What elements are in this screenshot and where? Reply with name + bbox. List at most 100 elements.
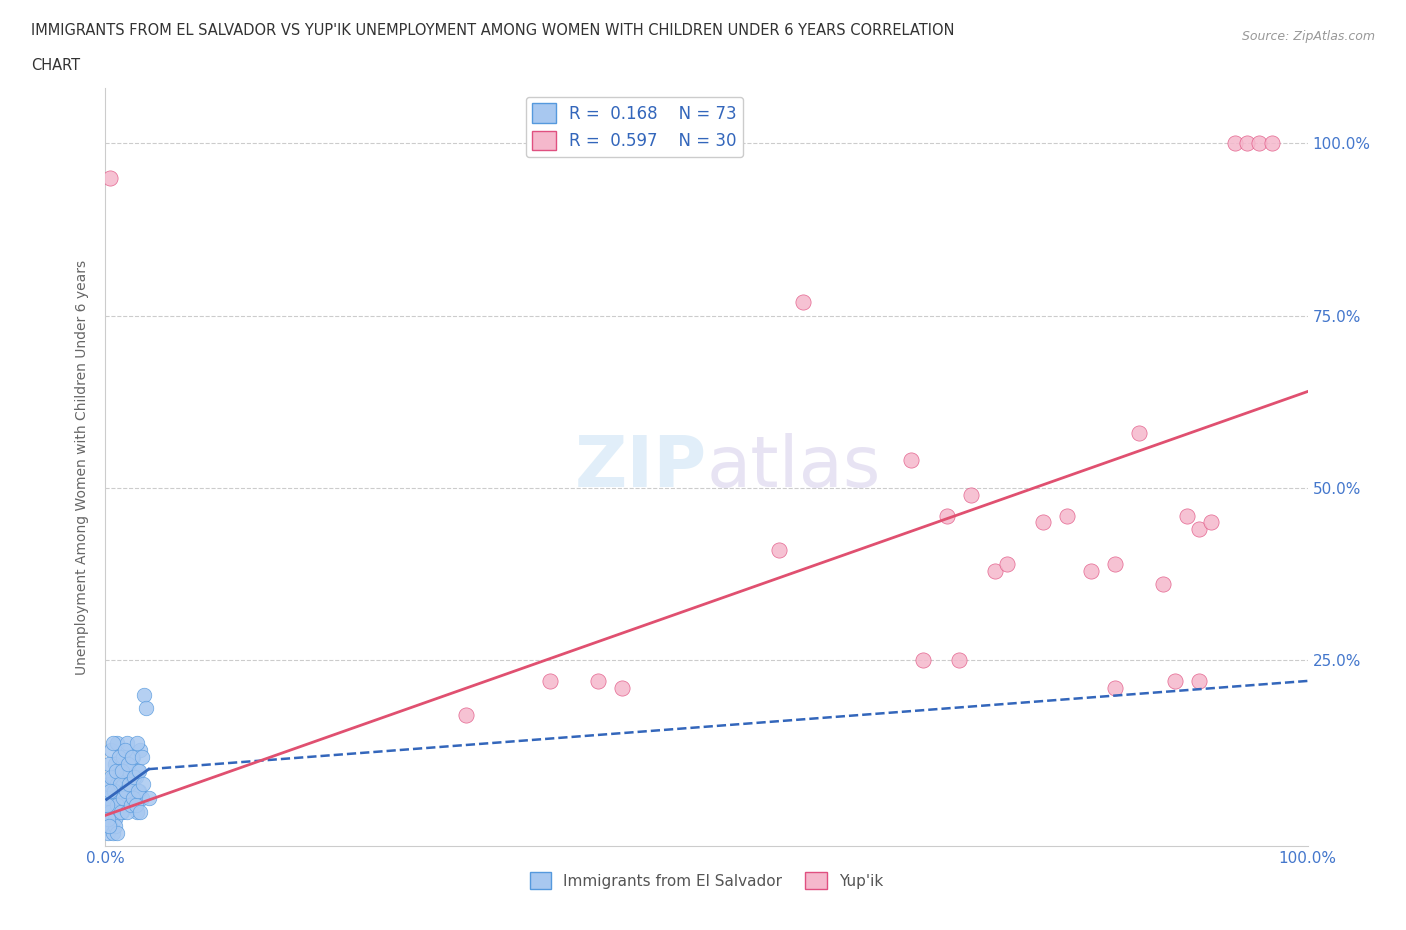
Point (105, 763, 128, 777)
Point (1164, 673, 1187, 688)
Point (1104, 681, 1126, 696)
Point (1236, 136, 1258, 151)
Point (103, 784, 125, 799)
Point (984, 564, 1007, 578)
Point (104, 818, 127, 833)
Point (118, 763, 141, 777)
Point (120, 798, 142, 813)
Point (125, 736, 148, 751)
Point (121, 750, 143, 764)
Point (110, 784, 132, 799)
Point (792, 295, 814, 310)
Point (98, 818, 121, 833)
Point (103, 790, 125, 805)
Point (129, 742, 152, 757)
Point (107, 798, 129, 813)
Point (121, 777, 143, 791)
Point (995, 556, 1018, 571)
Point (612, 681, 634, 696)
Point (98, 777, 121, 791)
Point (108, 777, 131, 791)
Point (115, 770, 138, 785)
Point (97, 811, 120, 826)
Point (911, 653, 934, 668)
Point (960, 487, 983, 502)
Point (1080, 564, 1102, 578)
Point (768, 542, 790, 557)
Point (1175, 508, 1198, 523)
Text: atlas: atlas (707, 432, 882, 502)
Point (1152, 577, 1174, 591)
Point (100, 742, 122, 757)
Point (101, 736, 124, 751)
Point (588, 673, 610, 688)
Point (120, 798, 142, 813)
Legend: Immigrants from El Salvador, Yup'ik: Immigrants from El Salvador, Yup'ik (523, 866, 890, 896)
Point (125, 804, 148, 819)
Point (104, 811, 127, 826)
Point (101, 825, 124, 840)
Point (117, 756, 139, 771)
Point (114, 742, 136, 757)
Point (98, 756, 121, 771)
Point (114, 798, 136, 813)
Point (127, 784, 149, 799)
Point (107, 825, 129, 840)
Point (112, 750, 135, 764)
Point (128, 763, 150, 777)
Point (98, 804, 121, 819)
Point (138, 790, 160, 805)
Point (107, 790, 129, 805)
Point (98, 784, 121, 799)
Y-axis label: Unemployment Among Women with Children Under 6 years: Unemployment Among Women with Children U… (76, 259, 90, 675)
Point (107, 736, 129, 751)
Text: IMMIGRANTS FROM EL SALVADOR VS YUP'IK UNEMPLOYMENT AMONG WOMEN WITH CHILDREN UND: IMMIGRANTS FROM EL SALVADOR VS YUP'IK UN… (31, 23, 955, 38)
Point (129, 804, 152, 819)
Text: Source: ZipAtlas.com: Source: ZipAtlas.com (1241, 30, 1375, 43)
Point (131, 790, 153, 805)
Point (111, 804, 134, 819)
Point (900, 453, 922, 468)
Point (101, 770, 124, 785)
Point (1104, 556, 1126, 571)
Point (538, 673, 561, 688)
Point (100, 798, 122, 813)
Point (135, 701, 157, 716)
Point (98, 818, 121, 833)
Point (115, 804, 138, 819)
Text: ZIP: ZIP (574, 432, 707, 502)
Point (936, 508, 959, 523)
Point (1260, 136, 1282, 151)
Point (97, 825, 120, 840)
Point (131, 750, 153, 764)
Point (948, 653, 970, 668)
Point (105, 804, 128, 819)
Point (124, 770, 146, 785)
Point (98, 170, 121, 185)
Text: CHART: CHART (31, 58, 80, 73)
Point (100, 770, 122, 785)
Point (112, 777, 135, 791)
Point (107, 777, 129, 791)
Point (115, 784, 138, 799)
Point (132, 687, 155, 702)
Point (122, 750, 145, 764)
Point (1032, 515, 1054, 530)
Point (1188, 522, 1211, 537)
Point (454, 708, 477, 723)
Point (1225, 136, 1247, 151)
Point (97, 790, 120, 805)
Point (96, 798, 118, 813)
Point (108, 763, 131, 777)
Point (1201, 515, 1223, 530)
Point (127, 763, 149, 777)
Point (118, 777, 141, 791)
Point (1249, 136, 1271, 151)
Point (1188, 673, 1211, 688)
Point (104, 756, 127, 771)
Point (124, 770, 146, 785)
Point (112, 790, 135, 805)
Point (115, 736, 138, 751)
Point (122, 790, 145, 805)
Point (128, 784, 150, 799)
